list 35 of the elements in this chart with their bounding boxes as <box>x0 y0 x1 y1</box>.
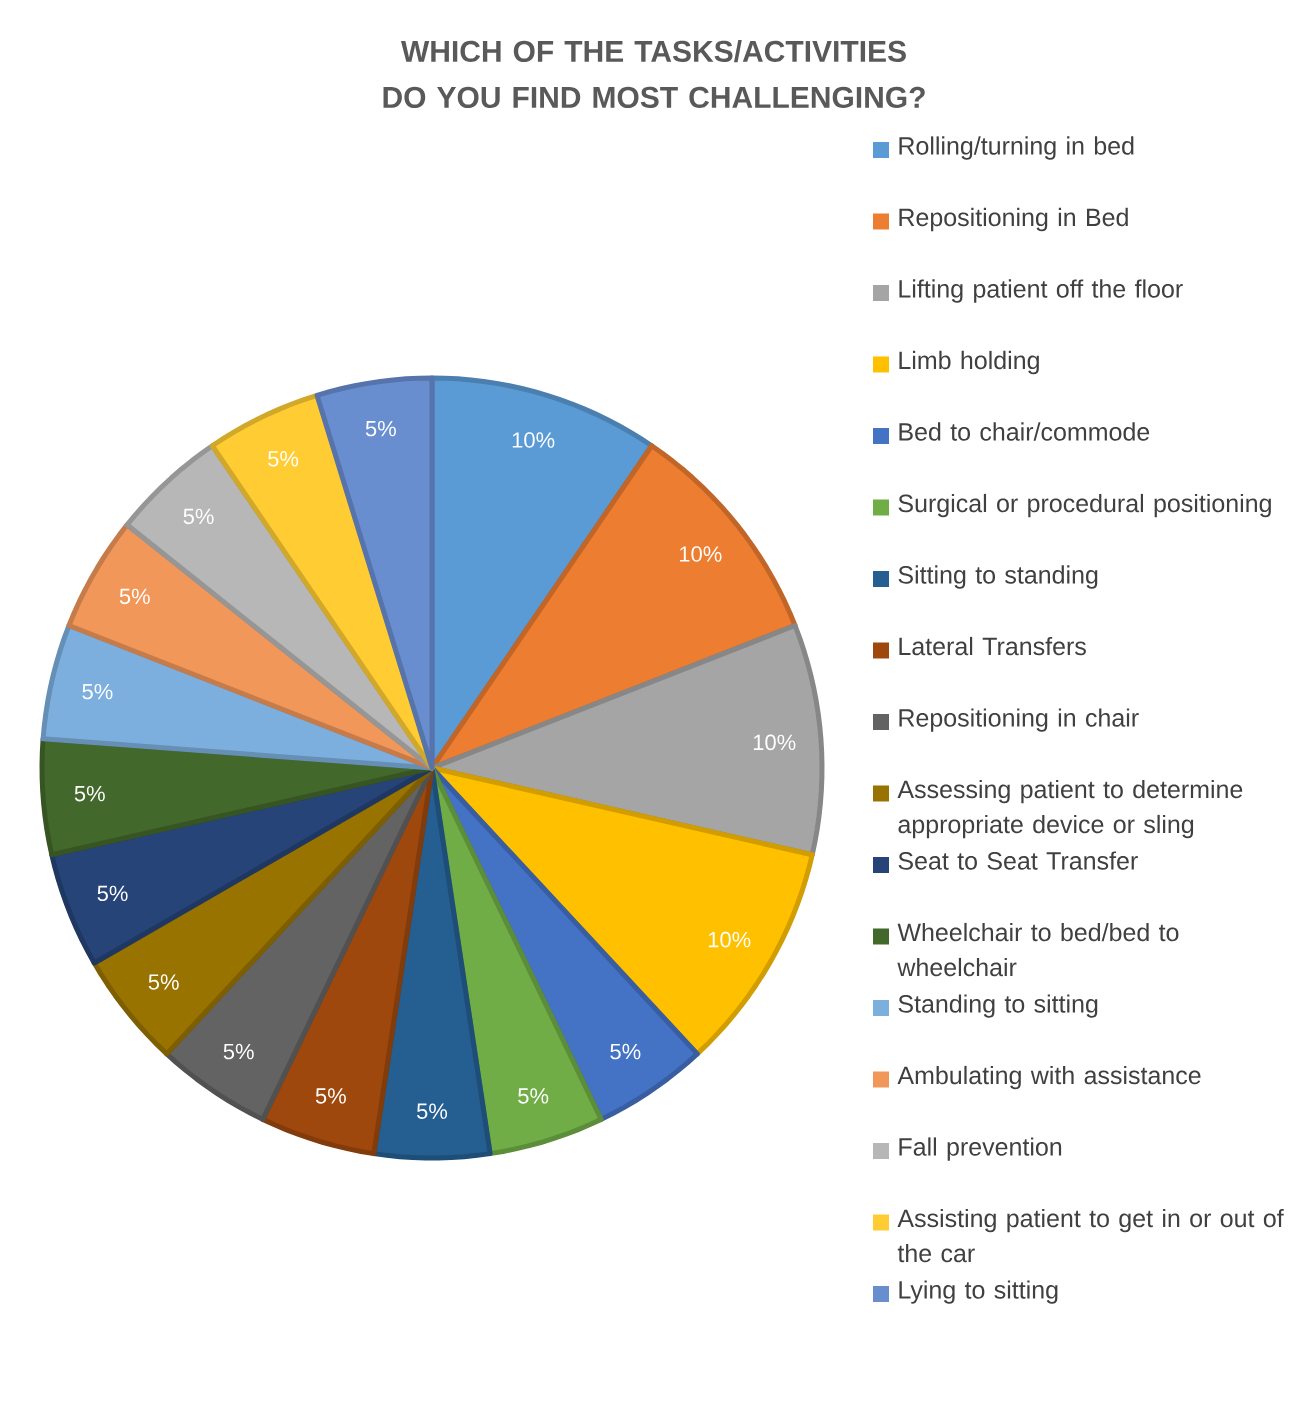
legend-label: Fall prevention <box>899 1137 1061 1161</box>
legend-label: Bed to chair/commode <box>899 422 1149 441</box>
data-label: 10% <box>512 432 555 448</box>
data-label: 5% <box>610 1043 641 1060</box>
legend-label: Repositioning in Bed <box>899 207 1128 232</box>
legend-label: Standing to sitting <box>898 994 1098 1018</box>
data-label: 5% <box>97 885 128 902</box>
data-label: 10% <box>753 734 796 751</box>
legend-label: Ambulating with assistance <box>897 1065 1201 1090</box>
legend-label: Rolling/turning in bed <box>899 136 1134 160</box>
legend-label: Repositioning in chair <box>899 708 1139 732</box>
legend-label: Lying to sitting <box>899 1280 1058 1304</box>
legend-label: Sitting to standing <box>898 565 1098 589</box>
data-label: 5% <box>82 683 113 700</box>
data-label: 5% <box>267 451 298 467</box>
data-label: 5% <box>74 785 105 802</box>
legend-label: Limb holding <box>899 350 1039 375</box>
legend-label: Assisting patient to get in or out of the car <box>897 1208 1284 1263</box>
data-label: 10% <box>679 546 722 562</box>
data-label: 5% <box>119 588 150 605</box>
data-label: 5% <box>416 1103 447 1119</box>
data-label: 5% <box>148 974 179 990</box>
data-label: 10% <box>708 931 751 948</box>
legend-label: Seat to Seat Transfer <box>898 851 1138 870</box>
legend-label: Wheelchair to bed/bed to wheelchair <box>897 922 1179 977</box>
legend-label: Assessing patient to determine appropriate device or sling <box>897 779 1243 839</box>
legend-label: Surgical or procedural positioning <box>898 493 1271 518</box>
legend-label: Lifting patient off the floor <box>899 279 1183 303</box>
data-label: 5% <box>223 1043 254 1060</box>
legend-label: Lateral Transfers <box>899 636 1086 656</box>
data-label: 5% <box>315 1088 346 1104</box>
data-label: 5% <box>183 508 214 525</box>
data-label: 5% <box>365 420 396 437</box>
data-label: 5% <box>517 1088 549 1104</box>
chart-title: WHICH OF THE TASKS/ACTIVITIES DO YOU FIND MOST CHALLENGING? <box>383 39 925 108</box>
